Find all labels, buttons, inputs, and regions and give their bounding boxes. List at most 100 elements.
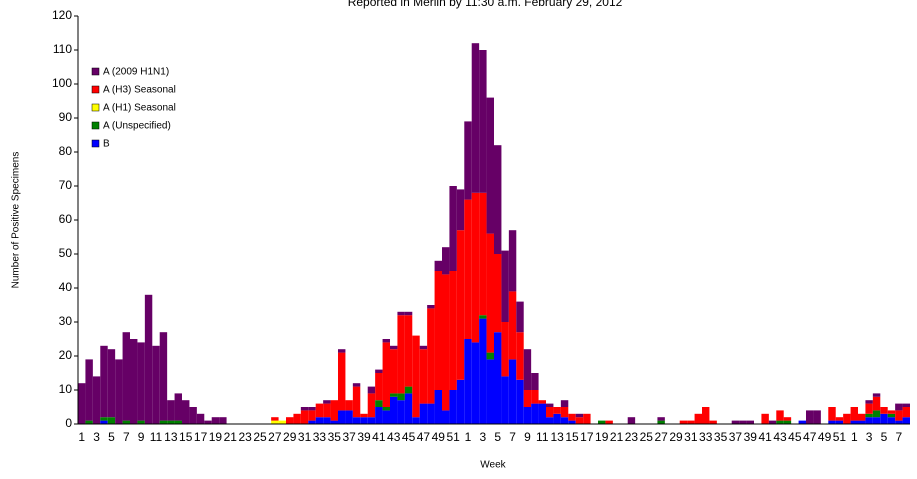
bar-segment [828, 420, 836, 424]
bar-segment [768, 420, 777, 424]
bar-segment [553, 413, 561, 424]
bar-segment [568, 413, 576, 421]
bar-segment [338, 352, 346, 411]
x-tick-label: 37 [342, 430, 356, 444]
bar-segment [471, 192, 480, 343]
bar-segment [538, 403, 546, 424]
bar-segment [390, 345, 398, 350]
bar-segment [902, 417, 910, 424]
bar-segment [300, 410, 309, 424]
bar-segment [516, 301, 524, 333]
bar-segment [627, 417, 636, 424]
bar-segment [397, 311, 405, 316]
bar-segment [872, 410, 881, 418]
y-tick-label: 120 [52, 8, 72, 22]
bar-segment [486, 233, 494, 353]
bar-segment [189, 407, 197, 424]
bar-segment [560, 400, 569, 407]
bar-segment [872, 396, 881, 411]
x-tick-label: 7 [509, 430, 516, 444]
x-axis-title: Week [480, 460, 506, 471]
bar-segment [531, 390, 539, 404]
x-tick-label: 1 [851, 430, 858, 444]
bar-segment [538, 400, 546, 404]
bar-segment [412, 417, 420, 424]
bar-segment [895, 410, 903, 421]
bar-segment [442, 410, 450, 424]
x-tick-label: 31 [298, 430, 312, 444]
y-tick-label: 100 [52, 76, 72, 90]
bar-segment [338, 410, 346, 424]
bar-segment [427, 308, 435, 404]
bar-segment [412, 335, 420, 418]
x-tick-label: 41 [372, 430, 386, 444]
bar-segment [828, 407, 836, 421]
x-tick-label: 9 [524, 430, 531, 444]
chart-title: Reported in Merlin by 11:30 a.m. Februar… [348, 0, 623, 9]
bar-segment [122, 332, 130, 421]
bar-segment [122, 420, 130, 424]
bar-segment [546, 407, 554, 418]
bar-segment [404, 393, 413, 424]
bar-segment [85, 359, 93, 421]
bar-segment [115, 359, 123, 424]
bar-segment [204, 420, 212, 424]
bar-segment [323, 400, 331, 404]
legend-label: A (H1) Seasonal [103, 103, 176, 114]
x-tick-label: 33 [699, 430, 713, 444]
bar-segment [382, 410, 390, 424]
bar-segment [196, 413, 205, 424]
bar-segment [464, 121, 472, 200]
y-tick-label: 40 [59, 280, 73, 294]
x-tick-label: 5 [494, 430, 501, 444]
bar-segment [575, 413, 584, 418]
bar-segment [501, 250, 509, 322]
x-tick-label: 45 [788, 430, 802, 444]
bar-segment [456, 189, 465, 231]
bar-segment [159, 420, 168, 424]
bar-segment [456, 379, 465, 424]
x-tick-label: 41 [758, 430, 772, 444]
bar-segment [300, 407, 309, 411]
y-tick-label: 0 [65, 416, 72, 430]
x-tick-label: 29 [283, 430, 297, 444]
x-tick-label: 37 [729, 430, 743, 444]
bar-segment [449, 390, 457, 424]
bar-segment [560, 417, 569, 424]
bar-segment [152, 345, 160, 424]
legend-label: A (Unspecified) [103, 121, 171, 132]
bar-segment [694, 413, 702, 424]
bar-segment [523, 390, 532, 407]
bar-segment [494, 332, 502, 424]
legend-swatch [91, 103, 100, 112]
bar-segment [902, 407, 910, 418]
x-tick-label: 1 [465, 430, 472, 444]
bar-segment [390, 396, 398, 424]
bar-segment [397, 400, 405, 424]
bar-segment [568, 420, 576, 424]
bar-segment [516, 332, 524, 380]
bar-segment [880, 413, 888, 424]
x-tick-label: 49 [432, 430, 446, 444]
bar-segment [657, 420, 665, 424]
x-tick-label: 17 [580, 430, 594, 444]
bar-segment [404, 315, 413, 387]
bar-segment [100, 417, 108, 421]
x-tick-label: 5 [108, 430, 115, 444]
bar-segment [442, 274, 450, 411]
bar-segment [330, 420, 338, 424]
bar-segment [479, 315, 487, 319]
x-tick-label: 35 [714, 430, 728, 444]
bar-segment [352, 383, 361, 387]
bar-segment [887, 410, 896, 414]
bar-segment [598, 420, 606, 424]
bar-segment [338, 349, 346, 353]
y-tick-label: 50 [59, 246, 73, 260]
bar-segment [449, 186, 457, 271]
bar-segment [323, 403, 331, 418]
bar-segment [872, 393, 881, 397]
bar-segment [575, 417, 584, 424]
bar-segment [382, 342, 390, 407]
bar-segment [375, 407, 383, 424]
